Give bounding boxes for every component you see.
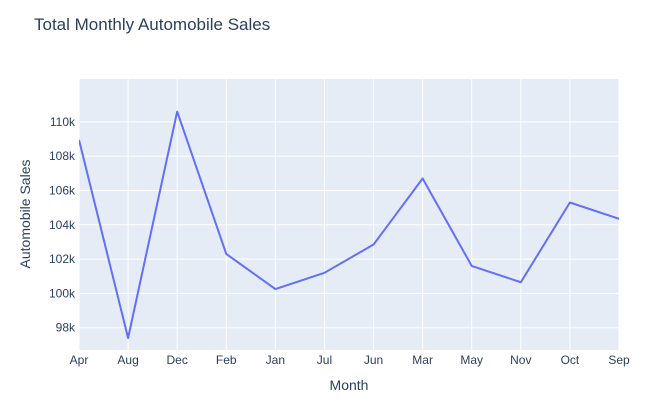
x-tick-label: Sep [608,353,630,367]
y-tick-label: 106k [49,183,76,197]
y-axis-title: Automobile Sales [17,160,33,269]
x-tick-label: Jul [317,353,332,367]
plot-background [79,79,619,350]
x-tick-label: Feb [216,353,237,367]
x-tick-label: Apr [70,353,89,367]
y-tick-label: 102k [49,252,76,266]
chart-title: Total Monthly Automobile Sales [34,15,270,34]
x-tick-label: Aug [117,353,138,367]
x-tick-label: May [460,353,483,367]
y-tick-label: 110k [50,115,76,129]
x-tick-label: Nov [510,353,531,367]
y-tick-label: 98k [56,321,76,335]
y-tick-label: 104k [49,218,76,232]
y-tick-label: 100k [49,286,76,300]
x-tick-label: Jun [364,353,383,367]
x-tick-label: Jan [266,353,285,367]
x-axis-title: Month [330,377,369,393]
y-axis: 98k 100k 102k 104k 106k 108k 110k [49,115,76,335]
plot-area [78,79,620,350]
x-tick-label: Oct [561,353,580,367]
series-line [79,110,619,339]
y-tick-label: 108k [49,149,76,163]
x-tick-label: Dec [167,353,188,367]
x-axis: Apr Aug Dec Feb Jan Jul Jun Mar May Nov Oct Sep [70,353,630,367]
x-tick-label: Mar [412,353,433,367]
